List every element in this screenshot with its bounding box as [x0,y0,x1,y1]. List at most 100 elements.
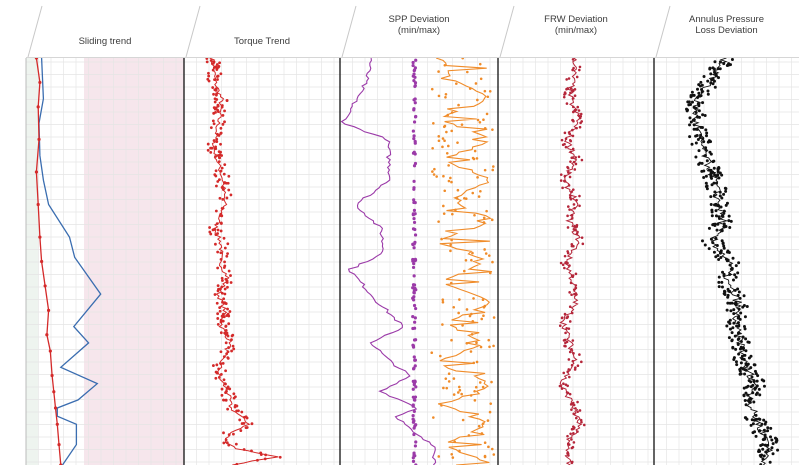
tab-spp-deviation: SPP Deviation (min/max) [340,0,498,58]
frw-point [564,137,568,141]
apl-point [712,166,716,170]
tab-frw-deviation: FRW Deviation (min/max) [498,0,654,58]
apl-point [720,214,724,218]
apl-point [737,352,741,356]
frw-point [578,204,581,208]
apl-point [753,387,757,391]
apl-point [726,295,730,299]
apl-point [741,335,745,339]
spp-max-point [479,345,483,349]
apl-point [704,174,708,178]
spp-max-point [450,238,453,242]
apl-point [705,187,709,191]
spp-min-point [413,81,418,85]
frw-point [568,138,572,142]
torque-point [232,347,236,351]
spp-min-point [411,63,415,68]
frw-point [570,363,574,367]
torque-point [214,145,217,149]
apl-point [771,452,775,456]
frw-point [565,327,568,330]
spp-max-point [486,95,490,99]
frw-point [561,263,565,267]
spp-max-point [447,179,451,183]
frw-point [579,112,583,116]
spp-max-point [472,361,476,365]
spp-min-point [412,137,416,141]
torque-point [219,221,223,225]
apl-point [739,361,743,365]
apl-point [696,137,700,141]
frw-point [572,403,576,407]
torque-point [213,100,217,104]
spp-max-point [437,455,441,458]
spp-min-point [413,101,417,105]
apl-point [766,443,770,447]
spp-max-point [482,221,486,224]
spp-min-point [412,134,416,138]
apl-point [712,250,716,254]
apl-point [731,256,735,260]
torque-point [214,110,217,114]
apl-point [762,454,766,458]
apl-point [754,413,758,417]
apl-point [700,239,704,243]
torque-point [215,140,219,144]
torque-point [219,251,223,255]
spp-max-point [432,416,435,419]
frw-point [573,168,577,171]
frw-point [574,156,578,159]
spp-max-point [474,385,478,389]
apl-point [731,345,735,349]
apl-point [760,453,764,457]
spp-min-point [412,419,416,423]
spp-max-point [461,58,465,60]
apl-point [730,331,734,335]
torque-point [226,350,230,354]
apl-point [755,391,759,395]
torque-point [222,441,226,445]
spp-min-point [413,326,417,330]
frw-point [563,254,567,258]
frw-point [569,403,573,406]
sliding-point [43,284,47,288]
apl-point [742,386,746,390]
apl-point [709,72,713,76]
spp-max-point [447,380,451,383]
frw-point [563,91,567,94]
apl-point [691,93,695,97]
spp-min-point [412,120,417,124]
apl-point [763,443,767,447]
spp-min-point [411,413,415,418]
torque-point [223,287,227,291]
apl-point [766,448,770,452]
torque-point [250,422,254,426]
torque-point [223,109,226,113]
frw-point [570,217,574,220]
spp-max-point [440,237,443,241]
apl-point [702,140,706,144]
apl-point [760,378,764,382]
spp-max-point [449,176,452,180]
frw-point [568,320,572,323]
torque-point [225,196,229,200]
frw-point [559,179,563,182]
frw-point [571,97,575,100]
spp-max-point [490,218,494,222]
apl-point [724,187,728,191]
tab-divider [655,5,671,58]
torque-point [205,58,209,60]
track-grid [498,58,654,465]
apl-point [728,273,732,277]
frw-point [576,400,579,404]
apl-point [743,315,747,319]
spp-max-point [432,121,435,125]
spp-max-point [452,305,456,309]
frw-point [570,408,573,411]
frw-point [566,434,569,438]
torque-point [234,442,238,446]
frw-point [558,384,562,388]
spp-max-point [492,344,495,348]
torque-point [217,160,221,164]
torque-point [225,331,229,335]
